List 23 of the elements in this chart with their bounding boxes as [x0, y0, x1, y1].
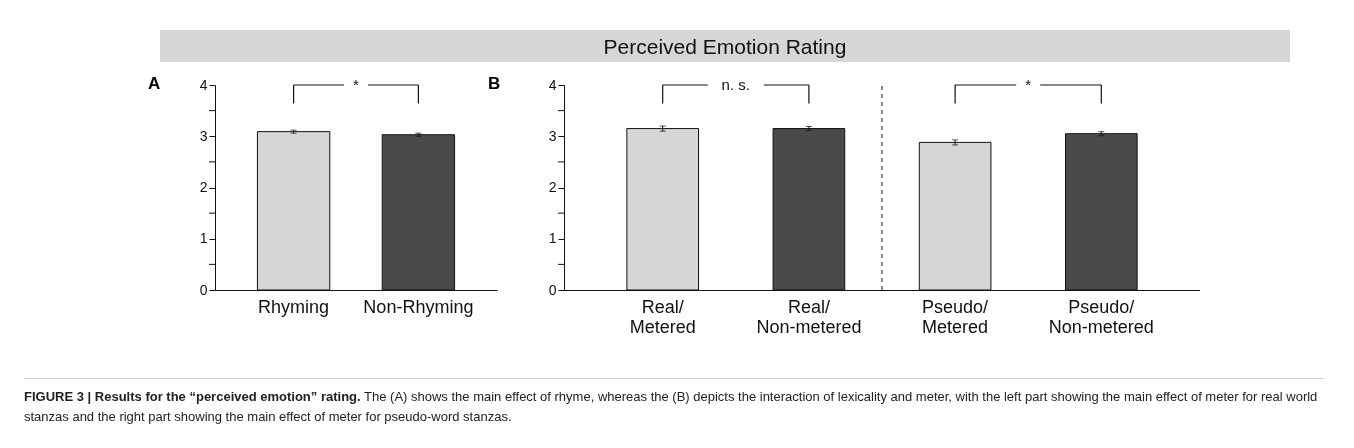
y-tick-label: 3: [548, 127, 557, 144]
x-tick-label: Pseudo/ Metered: [922, 296, 989, 337]
annotation: n. s.: [721, 76, 750, 93]
annotation: *: [353, 76, 360, 93]
x-tick-label: Pseudo/ Non-metered: [1048, 296, 1154, 337]
y-tick-label: 4: [199, 76, 208, 93]
annotation: *: [1025, 76, 1032, 93]
y-tick-label: 1: [199, 230, 208, 247]
caption: FIGURE 3 | Results for the “perceived emotion” rating.: [24, 389, 361, 404]
x-tick-label: Rhyming: [258, 296, 330, 317]
text: A: [148, 74, 161, 94]
y-tick-label: 1: [548, 230, 557, 247]
y-tick-label: 3: [199, 127, 208, 144]
y-tick-label: 0: [548, 281, 557, 298]
y-tick-label: 2: [548, 179, 557, 195]
y-tick-label: 0: [199, 281, 208, 298]
chart-title: Perceived Emotion Rating: [160, 30, 1290, 62]
x-tick-label: Real/ Metered: [629, 296, 696, 337]
annotation: B: [488, 74, 501, 94]
x-tick-label: Non-Rhyming: [363, 296, 474, 317]
x-tick-label: Real/ Non-metered: [756, 296, 862, 337]
y-tick-label: 4: [548, 76, 557, 93]
y-tick-label: 2: [199, 179, 208, 195]
